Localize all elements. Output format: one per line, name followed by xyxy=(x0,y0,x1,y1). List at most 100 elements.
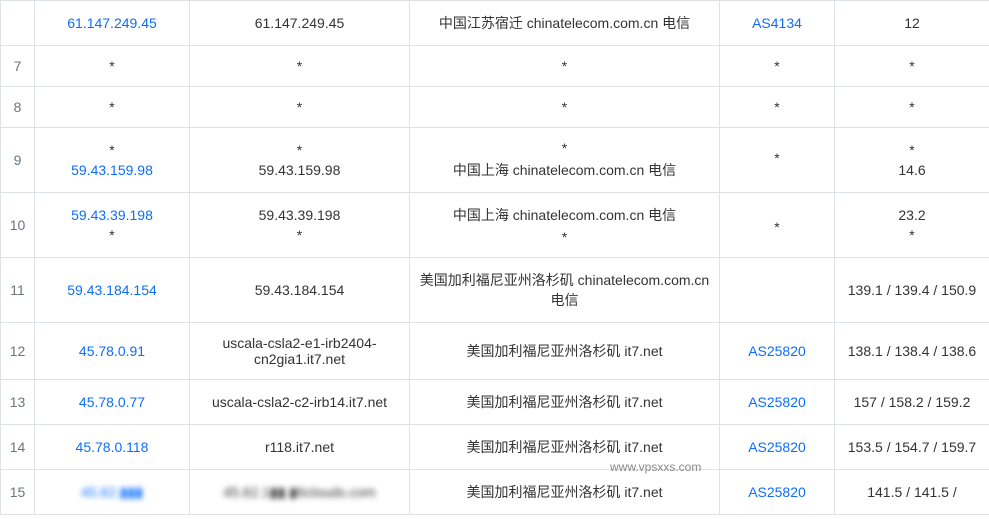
table-row: 14 45.78.0.118 r118.it7.net 美国加利福尼亚州洛杉矶 it7… xyxy=(1,425,989,470)
ip-cell: 45.62.▮▮▮ xyxy=(35,470,190,515)
host-text: 59.43.159.98 xyxy=(198,160,401,180)
ip-text: * xyxy=(43,140,181,160)
ip-cell: *59.43.159.98 xyxy=(35,128,190,193)
ip-cell: 45.78.0.118 xyxy=(35,425,190,470)
location-cell: 美国加利福尼亚州洛杉矶 it7.net xyxy=(410,323,720,380)
asn-text: * xyxy=(728,97,826,117)
location-cell: * xyxy=(410,87,720,128)
host-text: uscala-csla2-e1-irb2404-cn2gia1.it7.net xyxy=(198,333,401,369)
ip-link[interactable]: 45.62.▮▮▮ xyxy=(43,482,181,503)
latency-text: 138.1 / 138.4 / 138.6 xyxy=(843,341,981,361)
location-text: 中国上海 chinatelecom.com.cn 电信 xyxy=(418,158,711,182)
ip-link[interactable]: 61.147.249.45 xyxy=(43,13,181,33)
latency-text: 153.5 / 154.7 / 159.7 xyxy=(843,437,981,457)
latency-text: 157 / 158.2 / 159.2 xyxy=(843,392,981,412)
asn-cell: AS25820 xyxy=(720,380,835,425)
hop-cell: 13 xyxy=(1,380,35,425)
asn-cell: AS25820 xyxy=(720,323,835,380)
latency-cell: 23.2* xyxy=(835,193,989,258)
ip-cell: * xyxy=(35,87,190,128)
host-cell: uscala-csla2-e1-irb2404-cn2gia1.it7.net xyxy=(190,323,410,380)
location-text: * xyxy=(418,97,711,117)
location-text: 美国加利福尼亚州洛杉矶 it7.net xyxy=(418,339,711,363)
host-cell: *59.43.159.98 xyxy=(190,128,410,193)
ip-link[interactable]: 59.43.39.198 xyxy=(43,205,181,225)
host-text: 59.43.184.154 xyxy=(198,280,401,300)
asn-cell: * xyxy=(720,193,835,258)
host-cell: * xyxy=(190,87,410,128)
asn-cell: * xyxy=(720,128,835,193)
host-text: * xyxy=(198,97,401,117)
latency-cell: * xyxy=(835,87,989,128)
latency-text: 139.1 / 139.4 / 150.9 xyxy=(843,280,981,300)
asn-cell: AS25820 xyxy=(720,470,835,515)
host-cell: 45.62.1▮▮.▮6clouds.com xyxy=(190,470,410,515)
table-row: 13 45.78.0.77 uscala-csla2-c2-irb14.it7.ne… xyxy=(1,380,989,425)
latency-text: * xyxy=(843,56,981,76)
table-row: 9*59.43.159.98*59.43.159.98*中国上海 chinate… xyxy=(1,128,989,193)
ip-cell: 59.43.184.154 xyxy=(35,258,190,323)
host-cell: 59.43.39.198* xyxy=(190,193,410,258)
asn-link[interactable]: AS25820 xyxy=(728,482,826,502)
location-cell: 中国上海 chinatelecom.com.cn 电信* xyxy=(410,193,720,258)
asn-text: * xyxy=(728,148,826,168)
latency-text: 23.2 xyxy=(843,205,981,225)
ip-cell: * xyxy=(35,46,190,87)
latency-text: 14.6 xyxy=(843,160,981,180)
host-text: 45.62.1▮▮.▮6clouds.com xyxy=(198,482,401,503)
latency-cell: 138.1 / 138.4 / 138.6 xyxy=(835,323,989,380)
latency-cell: * xyxy=(835,46,989,87)
ip-link[interactable]: 45.78.0.91 xyxy=(43,341,181,361)
latency-cell: *14.6 xyxy=(835,128,989,193)
table-row: 8***** xyxy=(1,87,989,128)
table-row: 7***** xyxy=(1,46,989,87)
host-text: r118.it7.net xyxy=(198,437,401,457)
asn-text xyxy=(728,168,826,172)
hop-cell: 14 xyxy=(1,425,35,470)
asn-cell: * xyxy=(720,87,835,128)
asn-cell xyxy=(720,258,835,323)
location-text: 美国加利福尼亚州洛杉矶 it7.net xyxy=(418,390,711,414)
latency-cell: 139.1 / 139.4 / 150.9 xyxy=(835,258,989,323)
host-cell: 59.43.184.154 xyxy=(190,258,410,323)
table-row: 61.147.249.45 61.147.249.45 中国江苏宿迁 chinate… xyxy=(1,1,989,46)
asn-link[interactable]: AS25820 xyxy=(728,437,826,457)
asn-text xyxy=(728,288,826,292)
ip-link[interactable]: 45.78.0.77 xyxy=(43,392,181,412)
ip-text: * xyxy=(43,97,181,117)
latency-cell: 141.5 / 141.5 / xyxy=(835,470,989,515)
asn-link[interactable]: AS25820 xyxy=(728,392,826,412)
host-text: 59.43.39.198 xyxy=(198,205,401,225)
location-text: 美国加利福尼亚州洛杉矶 chinatelecom.com.cn 电信 xyxy=(418,268,711,312)
ip-link[interactable]: 59.43.159.98 xyxy=(43,160,181,180)
host-cell: 61.147.249.45 xyxy=(190,1,410,46)
location-cell: *中国上海 chinatelecom.com.cn 电信 xyxy=(410,128,720,193)
asn-text: * xyxy=(728,56,826,76)
location-text: 美国加利福尼亚州洛杉矶 it7.net xyxy=(418,480,711,504)
latency-text: * xyxy=(843,225,981,245)
hop-cell: 10 xyxy=(1,193,35,258)
ip-cell: 59.43.39.198* xyxy=(35,193,190,258)
asn-link[interactable]: AS4134 xyxy=(728,13,826,33)
location-cell: 美国加利福尼亚州洛杉矶 it7.net xyxy=(410,470,720,515)
ip-link[interactable]: 45.78.0.118 xyxy=(43,437,181,457)
location-text: 美国加利福尼亚州洛杉矶 it7.net xyxy=(418,435,711,459)
host-cell: * xyxy=(190,46,410,87)
hop-cell: 12 xyxy=(1,323,35,380)
ip-cell: 45.78.0.77 xyxy=(35,380,190,425)
location-text: 中国上海 chinatelecom.com.cn 电信 xyxy=(418,203,711,227)
host-text: * xyxy=(198,140,401,160)
latency-text: * xyxy=(843,97,981,117)
latency-text: 12 xyxy=(843,13,981,33)
latency-cell: 157 / 158.2 / 159.2 xyxy=(835,380,989,425)
ip-link[interactable]: 59.43.184.154 xyxy=(43,280,181,300)
location-cell: * xyxy=(410,46,720,87)
asn-cell: AS25820 xyxy=(720,425,835,470)
table-row: 1545.62.▮▮▮45.62.1▮▮.▮6clouds.com美国加利福尼亚… xyxy=(1,470,989,515)
host-text: uscala-csla2-c2-irb14.it7.net xyxy=(198,392,401,412)
location-text: * xyxy=(418,56,711,76)
location-text: 中国江苏宿迁 chinatelecom.com.cn 电信 xyxy=(418,11,711,35)
asn-link[interactable]: AS25820 xyxy=(728,341,826,361)
host-text: * xyxy=(198,56,401,76)
location-cell: 美国加利福尼亚州洛杉矶 it7.net xyxy=(410,425,720,470)
